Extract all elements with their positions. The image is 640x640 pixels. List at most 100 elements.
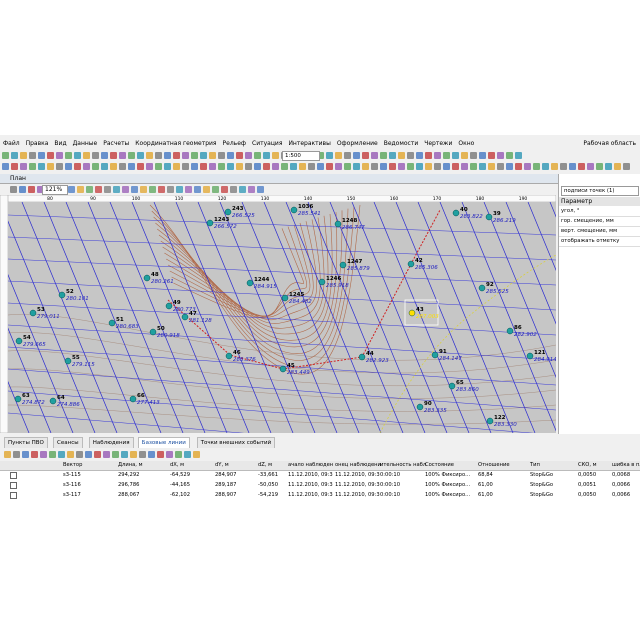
tool-button[interactable] [139, 451, 146, 458]
tool-button[interactable] [173, 152, 180, 159]
tool-button[interactable] [83, 152, 90, 159]
tool-button[interactable] [353, 163, 360, 170]
tool-button[interactable] [40, 451, 47, 458]
workspace-label[interactable]: Рабочая область [583, 140, 636, 147]
menu-item[interactable]: Данные [72, 140, 98, 147]
tool-button[interactable] [218, 163, 225, 170]
tool-button[interactable] [299, 163, 306, 170]
tool-button[interactable] [11, 152, 18, 159]
tool-button[interactable] [371, 152, 378, 159]
tool-button[interactable] [230, 186, 237, 193]
tool-button[interactable] [85, 451, 92, 458]
tool-button[interactable] [2, 152, 9, 159]
tool-button[interactable] [236, 163, 243, 170]
tool-button[interactable] [38, 163, 45, 170]
tool-button[interactable] [506, 152, 513, 159]
tool-button[interactable] [68, 186, 75, 193]
tool-button[interactable] [122, 186, 129, 193]
tab[interactable]: Наблюдения [88, 437, 134, 448]
tool-button[interactable] [344, 163, 351, 170]
tool-button[interactable] [623, 163, 630, 170]
tool-button[interactable] [128, 163, 135, 170]
tool-button[interactable] [149, 186, 156, 193]
tool-button[interactable] [31, 451, 38, 458]
column-header[interactable]: Отношение [478, 462, 510, 468]
tool-button[interactable] [425, 152, 432, 159]
tool-button[interactable] [191, 163, 198, 170]
tab[interactable]: Базовые линии [137, 437, 190, 448]
tool-button[interactable] [185, 186, 192, 193]
scale-select[interactable]: 1:500 [282, 151, 320, 161]
tool-button[interactable] [290, 163, 297, 170]
column-header[interactable]: Состояние [425, 462, 454, 468]
tool-button[interactable] [175, 451, 182, 458]
tool-button[interactable] [371, 163, 378, 170]
tool-button[interactable] [113, 186, 120, 193]
tool-button[interactable] [166, 451, 173, 458]
tool-button[interactable] [407, 163, 414, 170]
tool-button[interactable] [272, 152, 279, 159]
tool-button[interactable] [20, 163, 27, 170]
tool-button[interactable] [2, 163, 9, 170]
tool-button[interactable] [74, 163, 81, 170]
tool-button[interactable] [38, 152, 45, 159]
tool-button[interactable] [308, 163, 315, 170]
tool-button[interactable] [398, 152, 405, 159]
tool-button[interactable] [452, 163, 459, 170]
menu-item[interactable]: Оформление [336, 140, 378, 147]
tool-button[interactable] [58, 451, 65, 458]
tool-button[interactable] [281, 163, 288, 170]
tool-button[interactable] [209, 163, 216, 170]
tool-button[interactable] [218, 152, 225, 159]
tool-button[interactable] [22, 451, 29, 458]
tool-button[interactable] [221, 186, 228, 193]
tool-button[interactable] [74, 152, 81, 159]
tool-button[interactable] [184, 451, 191, 458]
tool-button[interactable] [380, 163, 387, 170]
label-style-select[interactable]: подписи точек (1) [561, 186, 639, 196]
tool-button[interactable] [47, 163, 54, 170]
tool-button[interactable] [155, 163, 162, 170]
tool-button[interactable] [236, 152, 243, 159]
column-header[interactable]: dZ, м [258, 462, 273, 468]
menu-item[interactable]: Чертежи [424, 140, 453, 147]
tool-button[interactable] [67, 451, 74, 458]
menu-item[interactable]: Рельеф [222, 140, 247, 147]
tool-button[interactable] [200, 152, 207, 159]
tool-button[interactable] [65, 163, 72, 170]
tool-button[interactable] [77, 186, 84, 193]
tool-button[interactable] [461, 163, 468, 170]
map-view[interactable]: 80 90 100 110 120 130 140 150 160 170 180 19052280.… [0, 195, 556, 433]
tool-button[interactable] [173, 163, 180, 170]
tool-button[interactable] [56, 152, 63, 159]
tool-button[interactable] [193, 451, 200, 458]
tool-button[interactable] [380, 152, 387, 159]
tab[interactable]: Сеансы [53, 437, 83, 448]
tool-button[interactable] [29, 163, 36, 170]
tool-button[interactable] [176, 186, 183, 193]
tool-button[interactable] [37, 186, 44, 193]
tab[interactable]: Пункты ПВО [4, 437, 48, 448]
row-checkbox[interactable] [10, 482, 17, 489]
tool-button[interactable] [76, 451, 83, 458]
tool-button[interactable] [95, 186, 102, 193]
tool-button[interactable] [137, 163, 144, 170]
tool-button[interactable] [248, 186, 255, 193]
tool-button[interactable] [227, 152, 234, 159]
tool-button[interactable] [398, 163, 405, 170]
tool-button[interactable] [121, 451, 128, 458]
tool-button[interactable] [353, 152, 360, 159]
tool-button[interactable] [263, 152, 270, 159]
tool-button[interactable] [4, 451, 11, 458]
tool-button[interactable] [389, 163, 396, 170]
tool-button[interactable] [194, 186, 201, 193]
row-checkbox[interactable] [10, 492, 17, 499]
tool-button[interactable] [182, 152, 189, 159]
tool-button[interactable] [119, 163, 126, 170]
tool-button[interactable] [272, 163, 279, 170]
tool-button[interactable] [137, 152, 144, 159]
tool-button[interactable] [148, 451, 155, 458]
tool-button[interactable] [20, 152, 27, 159]
menu-item[interactable]: Ситуация [252, 140, 283, 147]
tool-button[interactable] [158, 186, 165, 193]
